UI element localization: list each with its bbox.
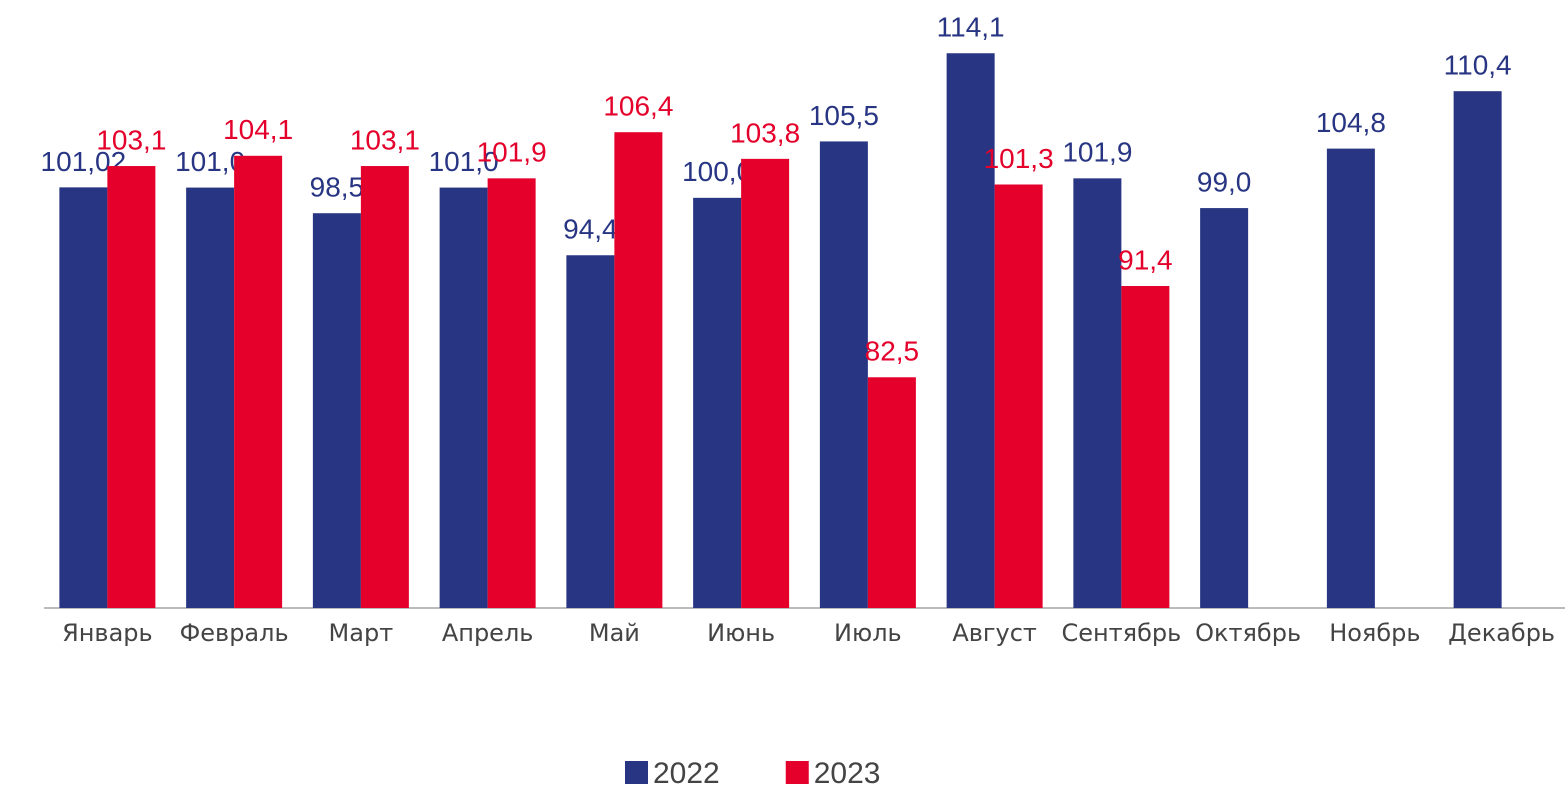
bar (186, 187, 235, 608)
data-label: 104,8 (1316, 107, 1386, 138)
data-label: 98,5 (310, 172, 365, 203)
legend-swatch (625, 761, 648, 784)
data-label: 94,4 (563, 214, 618, 245)
bar (566, 255, 615, 608)
data-label: 91,4 (1118, 244, 1173, 275)
bar (614, 132, 663, 609)
data-label: 103,1 (96, 124, 166, 155)
legend-label: 2022 (653, 757, 720, 790)
x-tick-label: Январь (62, 619, 153, 647)
legend-label: 2023 (814, 757, 881, 790)
data-label: 101,3 (984, 143, 1054, 174)
x-tick-label: Апрель (442, 619, 534, 647)
x-tick-label: Сентябрь (1061, 619, 1181, 647)
data-label: 100,0 (682, 156, 752, 187)
bar (1121, 286, 1170, 608)
bar (107, 166, 156, 609)
data-label: 101,0 (175, 146, 245, 177)
x-tick-label: Ноябрь (1329, 619, 1420, 647)
bar (1453, 91, 1502, 608)
x-tick-label: Март (329, 619, 394, 647)
data-label: 105,5 (809, 100, 879, 131)
bar (867, 377, 916, 608)
data-label: 110,4 (1444, 50, 1512, 81)
x-tick-label: Декабрь (1448, 619, 1555, 647)
data-label: 103,8 (730, 117, 800, 148)
bar (59, 187, 108, 608)
data-label: 101,9 (477, 137, 547, 168)
bar (819, 141, 868, 609)
bar (360, 166, 409, 609)
bar (1200, 208, 1249, 608)
data-label: 101,0 (429, 146, 499, 177)
bar (312, 213, 361, 609)
data-label: 114,1 (937, 12, 1005, 43)
x-tick-label: Октябрь (1195, 619, 1301, 647)
x-tick-label: Июнь (707, 619, 775, 647)
x-tick-label: Февраль (180, 619, 289, 647)
bar (1326, 148, 1375, 608)
data-label: 103,1 (350, 124, 420, 155)
bar (234, 155, 283, 608)
bar (693, 197, 742, 608)
data-label: 101,9 (1062, 137, 1132, 168)
bar (487, 178, 536, 608)
bar (994, 184, 1043, 608)
bar (946, 53, 995, 608)
legend-swatch (785, 761, 809, 784)
x-tick-label: Май (589, 619, 640, 647)
data-label: 106,4 (603, 91, 673, 122)
bar (439, 187, 488, 608)
bar (741, 158, 790, 608)
x-tick-label: Август (952, 619, 1037, 647)
x-tick-label: Июль (834, 619, 902, 647)
data-label: 82,5 (865, 336, 920, 367)
bar (1073, 178, 1122, 608)
data-label: 99,0 (1197, 166, 1252, 197)
data-label: 104,1 (223, 114, 293, 145)
